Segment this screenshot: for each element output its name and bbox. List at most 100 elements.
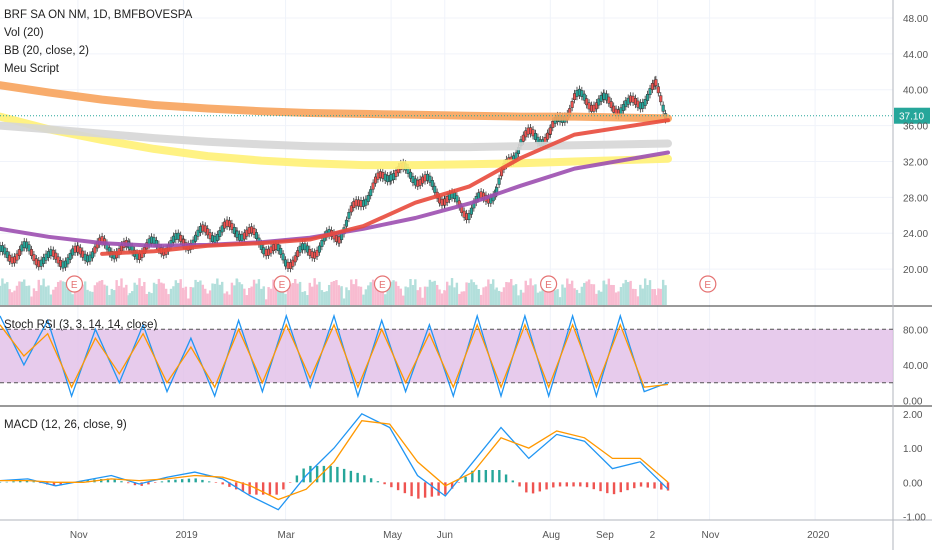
volume-bar <box>155 284 158 305</box>
volume-bar <box>0 285 2 305</box>
volume-bar <box>131 291 134 305</box>
macd-histogram-bar <box>356 472 359 483</box>
volume-bar <box>206 293 209 305</box>
volume-bar <box>477 288 480 305</box>
macd-tick-label: 2.00 <box>903 410 923 421</box>
macd-histogram-bar <box>133 482 137 486</box>
macd-line-1 <box>0 420 669 501</box>
price-tick-label: 36.00 <box>903 122 928 133</box>
macd-histogram-bar <box>221 482 224 485</box>
volume-bar <box>138 278 141 305</box>
indicator-script[interactable]: Meu Script <box>4 63 59 75</box>
candle-body <box>366 195 370 202</box>
volume-bar <box>502 287 506 305</box>
volume-bar <box>573 288 576 305</box>
volume-bar <box>218 284 221 305</box>
volume-bar <box>450 278 454 305</box>
candle-body <box>648 88 652 95</box>
earnings-marker-label: E <box>704 280 711 291</box>
volume-bar <box>8 289 11 305</box>
macd-histogram-bar <box>342 468 346 483</box>
legend-macd: MACD (12, 26, close, 9) <box>4 416 127 434</box>
volume-bar <box>42 278 45 305</box>
volume-bar <box>6 282 9 305</box>
volume-bar <box>311 286 314 305</box>
volume-bar <box>578 293 581 305</box>
candle-body <box>206 228 210 236</box>
volume-bar <box>376 282 380 305</box>
volume-bar <box>553 290 557 305</box>
candle-body <box>254 232 259 240</box>
candle-body <box>661 104 665 112</box>
volume-bar <box>350 279 353 305</box>
earnings-marker-icon <box>65 275 84 293</box>
volume-bar <box>3 283 7 305</box>
volume-bar <box>135 284 139 305</box>
volume-bar <box>661 279 665 305</box>
candle-body <box>548 127 552 135</box>
volume-bar <box>497 290 501 305</box>
candle-body <box>220 225 224 233</box>
volume-bar <box>423 286 427 305</box>
indicator-stoch-rsi[interactable]: Stoch RSI (3, 3, 14, 14, close) <box>4 319 158 331</box>
volume-bar <box>76 287 80 305</box>
volume-bar <box>1 278 4 305</box>
volume-bar <box>221 281 224 305</box>
candle-body <box>469 207 473 215</box>
volume-bar <box>257 279 261 305</box>
volume-bar <box>397 285 400 305</box>
volume-bar <box>551 280 554 305</box>
macd-histogram-bar <box>565 482 569 487</box>
candle-body <box>315 249 319 257</box>
candle-body <box>232 227 236 234</box>
volume-bar <box>453 287 456 305</box>
macd-histogram-bar <box>606 482 609 494</box>
time-tick-label: 2019 <box>175 530 198 541</box>
volume-bar <box>64 282 67 305</box>
candle-body <box>279 247 283 255</box>
macd-histogram-bar <box>538 482 542 492</box>
candle-body <box>433 185 437 193</box>
macd-histogram-bar <box>376 481 380 483</box>
legend-main: BRF SA ON NM, 1D, BMFBOVESPA Vol (20) BB… <box>4 6 192 78</box>
candle-body <box>394 170 398 177</box>
volume-bar <box>279 285 282 305</box>
volume-bar <box>352 284 355 305</box>
indicator-macd[interactable]: MACD (12, 26, close, 9) <box>4 419 127 431</box>
volume-bar <box>145 294 148 305</box>
macd-histogram-bar <box>180 479 184 483</box>
volume-bar <box>262 286 265 305</box>
macd-histogram-bar <box>363 475 366 483</box>
macd-histogram-bar <box>174 479 177 483</box>
macd-histogram-bar <box>504 474 508 483</box>
volume-bar <box>228 294 231 305</box>
macd-histogram-bar <box>558 482 562 487</box>
volume-bar <box>23 279 26 305</box>
volume-bar <box>27 285 31 305</box>
symbol-title[interactable]: BRF SA ON NM, 1D, BMFBOVESPA <box>4 9 193 21</box>
volume-bar <box>320 290 324 305</box>
macd-histogram-bar <box>450 482 454 489</box>
volume-bar <box>120 278 123 305</box>
candle-body <box>643 99 647 106</box>
macd-tick-label: 0.00 <box>903 478 923 489</box>
indicator-vol[interactable]: Vol (20) <box>4 27 44 39</box>
candle-body <box>430 180 434 187</box>
volume-bar <box>213 283 217 305</box>
candle-body <box>90 251 94 259</box>
volume-bar <box>157 278 161 305</box>
volume-bar <box>69 290 72 305</box>
volume-bar <box>39 285 43 305</box>
volume-bar <box>492 279 495 305</box>
volume-bar <box>648 280 652 305</box>
indicator-bb[interactable]: BB (20, close, 2) <box>4 45 90 57</box>
volume-bar <box>255 283 258 305</box>
macd-histogram-bar <box>32 481 35 483</box>
candle-body <box>580 90 584 97</box>
macd-histogram-bar <box>430 482 434 497</box>
volume-bar <box>470 279 473 305</box>
ma-line-2 <box>0 121 672 152</box>
volume-bar <box>115 280 118 305</box>
candle-body <box>347 212 351 219</box>
macd-histogram-bar <box>626 482 629 491</box>
